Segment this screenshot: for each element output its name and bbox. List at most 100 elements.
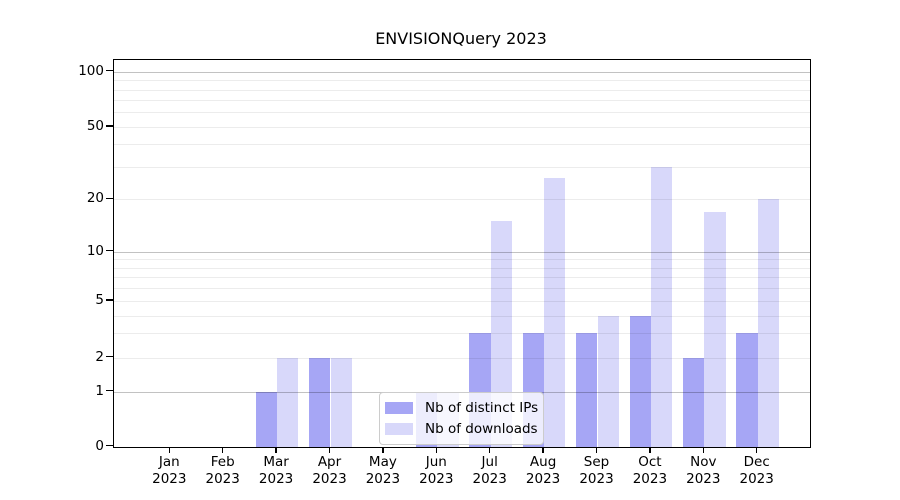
x-tick-month: Aug xyxy=(529,454,557,470)
bar-distinct-ips xyxy=(629,316,651,447)
x-tick-mark xyxy=(328,447,331,454)
y-tick-label: 10 xyxy=(86,242,104,259)
gridline-major xyxy=(114,251,810,253)
x-tick-label: Aug 2023 xyxy=(513,454,573,488)
x-tick-label: Jan 2023 xyxy=(139,454,199,488)
x-tick-month: May xyxy=(368,454,397,470)
x-tick-label: Dec 2023 xyxy=(727,454,787,488)
x-tick-month: Mar xyxy=(263,454,289,470)
bar-downloads xyxy=(597,316,619,447)
x-tick-mark xyxy=(756,447,758,454)
x-tick-label: Oct 2023 xyxy=(620,454,680,488)
x-tick-month: Dec xyxy=(743,454,770,470)
y-tick-mark xyxy=(106,299,113,301)
y-tick-label: 20 xyxy=(86,190,104,207)
bar-downloads xyxy=(757,199,780,447)
legend-label-downloads: Nb of downloads xyxy=(425,420,538,437)
gridline-minor xyxy=(114,80,810,82)
x-tick-label: Feb 2023 xyxy=(193,454,253,488)
x-tick-mark xyxy=(649,447,651,454)
bar-distinct-ips xyxy=(576,333,598,447)
x-tick-month: Apr xyxy=(317,454,342,470)
y-tick-label: 100 xyxy=(78,62,104,79)
x-tick-year: 2023 xyxy=(632,471,668,487)
x-tick-label: May 2023 xyxy=(353,454,413,488)
x-tick-mark xyxy=(222,447,224,454)
gridline-minor xyxy=(114,277,810,278)
x-tick-year: 2023 xyxy=(525,471,561,487)
legend-item-distinct-ips: Nb of distinct IPs xyxy=(385,397,539,418)
gridline-minor xyxy=(114,267,810,269)
legend: Nb of distinct IPs Nb of downloads xyxy=(379,392,544,445)
gridline-minor xyxy=(114,301,810,302)
x-tick-year: 2023 xyxy=(152,471,187,487)
y-tick-mark xyxy=(106,125,113,127)
x-tick-mark xyxy=(168,447,170,454)
bar-downloads xyxy=(650,166,673,447)
y-tick-mark xyxy=(106,197,113,199)
x-tick-year: 2023 xyxy=(686,471,721,487)
x-tick-year: 2023 xyxy=(472,471,507,487)
y-tick-label: 1 xyxy=(95,382,104,399)
y-tick-label: 0 xyxy=(95,437,104,454)
x-tick-month: Jul xyxy=(481,454,498,470)
chart-title: ENVISIONQuery 2023 xyxy=(375,29,547,48)
gridline-minor xyxy=(114,89,810,91)
x-tick-mark xyxy=(702,447,704,454)
legend-label-ips: Nb of distinct IPs xyxy=(425,399,539,416)
bar-downloads xyxy=(330,357,352,447)
bar-distinct-ips xyxy=(736,333,758,447)
y-tick-label: 2 xyxy=(95,348,104,365)
bar-downloads xyxy=(544,178,566,447)
x-tick-mark xyxy=(489,447,491,454)
x-tick-month: Jun xyxy=(425,454,447,470)
x-tick-month: Sep xyxy=(583,454,610,470)
bar-distinct-ips xyxy=(255,391,278,447)
x-tick-mark xyxy=(275,447,277,454)
x-tick-mark xyxy=(542,447,544,454)
gridline-minor xyxy=(114,199,810,201)
x-tick-mark xyxy=(435,447,437,454)
gridline-minor xyxy=(114,316,810,317)
y-tick-mark xyxy=(106,70,113,72)
x-tick-label: Nov 2023 xyxy=(673,454,733,488)
x-tick-label: Apr 2023 xyxy=(300,454,360,488)
legend-item-downloads: Nb of downloads xyxy=(385,418,538,439)
gridline-minor xyxy=(114,259,810,261)
bar-downloads xyxy=(490,221,513,447)
x-tick-month: Jan xyxy=(158,454,180,470)
y-tick-mark xyxy=(106,250,113,252)
x-tick-label: Jul 2023 xyxy=(460,454,520,488)
x-tick-month: Oct xyxy=(638,454,662,470)
bar-downloads xyxy=(704,211,726,447)
gridline-minor xyxy=(114,288,810,289)
bar-downloads xyxy=(277,357,299,447)
x-tick-year: 2023 xyxy=(365,471,401,487)
gridline-major xyxy=(114,71,810,73)
x-tick-month: Feb xyxy=(210,454,235,470)
x-tick-year: 2023 xyxy=(258,471,294,487)
gridline-minor xyxy=(114,333,810,334)
y-tick-mark xyxy=(106,390,113,392)
legend-swatch-downloads xyxy=(385,422,413,435)
gridline-minor xyxy=(114,112,810,114)
x-tick-mark xyxy=(382,447,384,454)
x-tick-label: Mar 2023 xyxy=(246,454,306,488)
y-tick-label: 50 xyxy=(86,118,104,134)
x-tick-year: 2023 xyxy=(579,471,614,487)
bar-distinct-ips xyxy=(682,357,705,447)
plot-area: Nb of distinct IPs Nb of downloads xyxy=(113,59,811,448)
x-tick-year: 2023 xyxy=(205,471,240,487)
y-tick-mark xyxy=(106,356,113,358)
gridline-minor xyxy=(114,166,810,168)
x-tick-year: 2023 xyxy=(419,471,454,487)
x-tick-year: 2023 xyxy=(739,471,774,487)
bar-distinct-ips xyxy=(309,357,331,447)
legend-swatch-ips xyxy=(385,401,413,414)
gridline-minor xyxy=(114,144,810,146)
x-tick-month: Nov xyxy=(690,454,717,470)
y-tick-mark xyxy=(106,444,113,447)
x-tick-mark xyxy=(595,447,598,454)
x-tick-label: Sep 2023 xyxy=(567,454,627,488)
